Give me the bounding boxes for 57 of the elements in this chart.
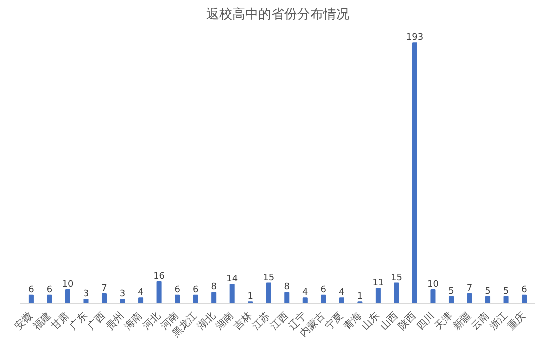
data-label: 4 <box>138 288 144 298</box>
data-label: 6 <box>28 285 35 296</box>
data-label: 5 <box>485 286 491 297</box>
data-label: 3 <box>83 289 90 300</box>
bar <box>138 298 144 304</box>
bar <box>47 294 52 304</box>
data-label: 4 <box>339 288 346 298</box>
bar <box>120 298 126 304</box>
bar <box>28 294 34 304</box>
bar <box>394 282 400 304</box>
data-label: 3 <box>120 289 126 300</box>
bar <box>193 294 198 304</box>
data-label: 16 <box>154 272 166 282</box>
bar <box>102 294 108 304</box>
bar <box>284 292 290 304</box>
data-label: 1 <box>248 292 254 302</box>
data-label: 193 <box>406 33 424 44</box>
x-tick-label: 重庆 <box>506 310 528 333</box>
data-label: 15 <box>390 273 402 284</box>
data-label: 8 <box>284 282 290 293</box>
bar <box>266 282 272 304</box>
bar <box>302 298 308 304</box>
bar <box>486 296 491 304</box>
bar <box>65 290 70 304</box>
chart-title: 返校高中的省份分布情况 <box>206 6 350 22</box>
bar <box>212 292 217 304</box>
data-label: 10 <box>62 280 74 290</box>
bar <box>339 298 344 304</box>
bar <box>321 294 326 304</box>
bar <box>504 296 509 304</box>
bar <box>230 284 235 304</box>
bar <box>175 294 180 304</box>
bar <box>430 290 436 304</box>
bar <box>467 294 472 304</box>
data-label: 7 <box>466 284 473 294</box>
data-label: 6 <box>522 285 528 296</box>
data-label: 4 <box>302 288 309 298</box>
data-label: 8 <box>211 282 218 293</box>
bar <box>84 298 89 304</box>
data-label: 5 <box>448 286 454 297</box>
data-label: 10 <box>428 280 440 290</box>
bar <box>412 42 418 304</box>
data-label: 6 <box>192 285 199 296</box>
data-label: 6 <box>174 285 181 296</box>
data-label: 5 <box>503 286 510 297</box>
bar <box>376 288 381 304</box>
data-label: 6 <box>46 285 53 296</box>
data-label: 7 <box>102 284 108 294</box>
x-tick-label: 山东 <box>360 310 382 333</box>
data-label: 11 <box>372 278 384 289</box>
bar <box>522 294 528 304</box>
data-label: 15 <box>263 273 275 284</box>
data-label: 1 <box>357 292 364 302</box>
bar <box>156 281 162 304</box>
data-label: 14 <box>226 274 238 285</box>
data-label: 6 <box>320 285 327 296</box>
bar <box>448 296 454 304</box>
